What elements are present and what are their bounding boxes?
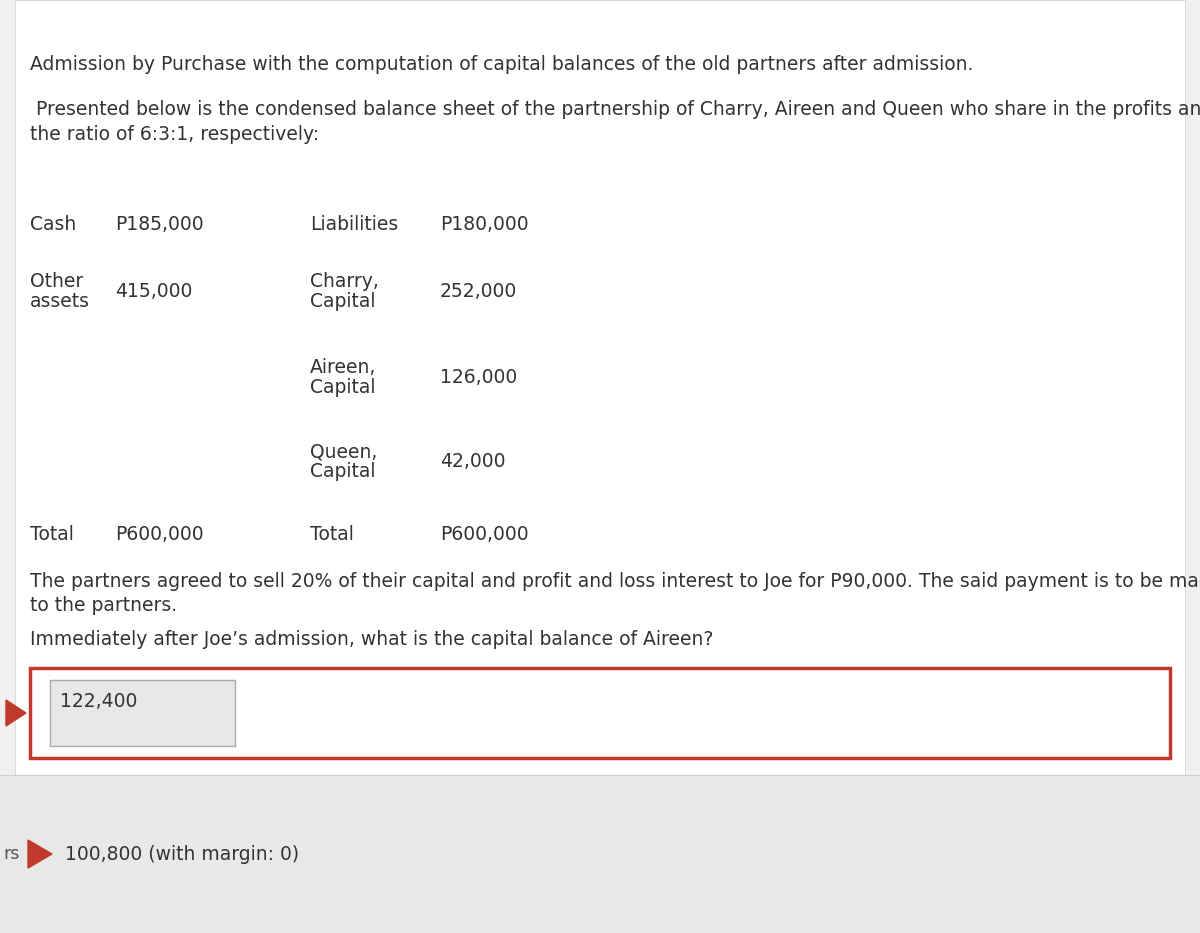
Text: Immediately after Joe’s admission, what is the capital balance of Aireen?: Immediately after Joe’s admission, what …: [30, 630, 713, 649]
Text: Capital: Capital: [310, 292, 376, 311]
Text: P180,000: P180,000: [440, 215, 529, 234]
Text: Total: Total: [310, 525, 354, 544]
Polygon shape: [28, 840, 52, 868]
Text: 122,400: 122,400: [60, 692, 137, 711]
Text: Capital: Capital: [310, 378, 376, 397]
Text: Presented below is the condensed balance sheet of the partnership of Charry, Air: Presented below is the condensed balance…: [30, 100, 1200, 119]
Text: Aireen,: Aireen,: [310, 358, 377, 377]
Text: P185,000: P185,000: [115, 215, 204, 234]
Text: assets: assets: [30, 292, 90, 311]
Text: to the partners.: to the partners.: [30, 596, 178, 615]
Text: Capital: Capital: [310, 462, 376, 481]
Polygon shape: [6, 700, 26, 726]
Bar: [50, 680, 235, 746]
Text: rs: rs: [2, 845, 19, 863]
Text: P600,000: P600,000: [115, 525, 204, 544]
Text: P600,000: P600,000: [440, 525, 529, 544]
Text: The partners agreed to sell 20% of their capital and profit and loss interest to: The partners agreed to sell 20% of their…: [30, 572, 1200, 591]
Text: Cash: Cash: [30, 215, 77, 234]
Text: 415,000: 415,000: [115, 282, 192, 301]
Text: the ratio of 6:3:1, respectively:: the ratio of 6:3:1, respectively:: [30, 125, 319, 144]
Text: Total: Total: [30, 525, 74, 544]
Text: 42,000: 42,000: [440, 452, 505, 471]
Bar: [0, 775, 1200, 933]
Text: Admission by Purchase with the computation of capital balances of the old partne: Admission by Purchase with the computati…: [30, 55, 973, 74]
Text: 100,800 (with margin: 0): 100,800 (with margin: 0): [65, 844, 299, 864]
Text: 126,000: 126,000: [440, 368, 517, 387]
Text: Charry,: Charry,: [310, 272, 379, 291]
Text: Queen,: Queen,: [310, 442, 377, 461]
Bar: [30, 668, 1170, 758]
Text: Liabilities: Liabilities: [310, 215, 398, 234]
Text: 252,000: 252,000: [440, 282, 517, 301]
Text: Other: Other: [30, 272, 83, 291]
